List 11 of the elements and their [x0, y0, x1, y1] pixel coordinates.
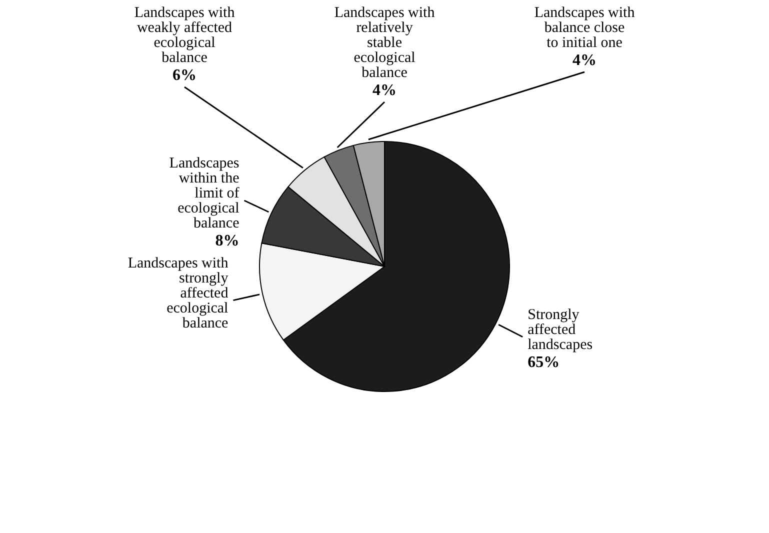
data-label: 8%	[215, 232, 240, 250]
slice-label: Landscapes with strongly affected ecological balance	[128, 255, 229, 332]
slice-label: Strongly affected landscapes	[528, 306, 593, 353]
data-label: 6%	[172, 67, 196, 84]
slice-label: Landscapes with relatively stable ecological balance	[334, 5, 436, 81]
slice-label: Landscapes within the limit of ecological balance	[169, 156, 240, 232]
data-label: 4%	[572, 52, 596, 69]
data-label: 4%	[372, 82, 396, 99]
data-label: 65%	[528, 354, 560, 371]
slice-label: Landscapes with weakly affected ecological balance	[134, 5, 236, 66]
slice-label: Landscapes with balance close to initial one	[534, 5, 636, 51]
